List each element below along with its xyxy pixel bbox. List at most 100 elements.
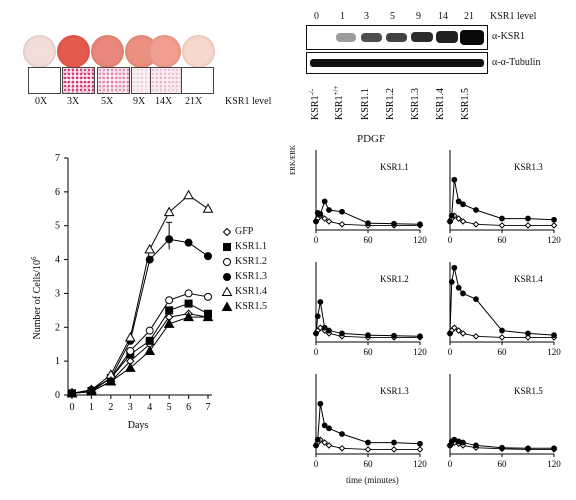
growth-point-KSR1.2 <box>184 289 193 298</box>
panel-point-ksr <box>525 330 531 337</box>
panel-point-ksr <box>473 207 479 213</box>
panel-label: KSR1.5 <box>514 386 543 396</box>
stain-0x <box>28 67 61 94</box>
level-label-0x: 0X <box>35 96 48 107</box>
panel-point-ksr <box>551 332 557 339</box>
dish-21x <box>182 35 215 68</box>
legend-marker-KSR1.2 <box>223 258 231 266</box>
growth-point-KSR1.2 <box>165 296 174 305</box>
ksr1-band-label: α-KSR1 <box>492 31 526 42</box>
panel-point-ksr <box>525 445 531 452</box>
lane-label-5: KSR1.5 <box>460 88 471 120</box>
panel-point-ksr <box>365 220 371 227</box>
panel-x-tick-label: 0 <box>314 347 319 357</box>
kinetics-ylabel: ERK/ERK <box>289 145 297 175</box>
kinetics-panel-3: 0 60 120 KSR1.4 <box>446 262 561 357</box>
panel-point-control <box>416 446 424 453</box>
panel-point-control <box>364 446 372 453</box>
panel-line-ksr <box>449 179 555 222</box>
growth-point-KSR1.1 <box>145 336 154 345</box>
level-axis-title: KSR1 level <box>225 96 272 107</box>
growth-point-KSR1.5 <box>183 311 194 322</box>
panel-point-control <box>321 215 328 222</box>
lane-label-3: KSR1.3 <box>410 88 421 120</box>
legend-ksr11: KSR1.1 <box>235 241 267 252</box>
panel-point-control <box>325 218 333 225</box>
level-label-21x: 21X <box>185 96 203 107</box>
panel-point-control <box>459 218 467 225</box>
panel-x-tick-label: 120 <box>547 235 561 245</box>
growth-point-KSR1.3 <box>204 252 212 261</box>
panel-point-control <box>524 334 532 341</box>
growth-x-tick-label: 2 <box>108 402 113 413</box>
kinetics-panel-2: 0 60 120 KSR1.2 <box>312 262 427 357</box>
panel-point-ksr <box>321 324 328 331</box>
legend-gfp: GFP <box>235 226 254 237</box>
panel-point-ksr <box>448 212 455 219</box>
kinetics-panel-1: 0 60 120 KSR1.3 <box>446 150 561 245</box>
panel-point-ksr <box>460 290 466 297</box>
panel-point-ksr <box>448 279 455 285</box>
panel-point-ksr <box>313 442 319 449</box>
growth-line-GFP <box>71 313 209 394</box>
panel-point-ksr <box>314 313 321 320</box>
panel-point-ksr <box>365 332 371 339</box>
ksr1-blot-panel <box>306 25 488 50</box>
panel-label: KSR1.2 <box>380 274 409 284</box>
panel-x-tick-label: 0 <box>448 235 453 245</box>
stain-14x <box>150 67 183 94</box>
growth-point-KSR1.2 <box>204 292 212 301</box>
lane-labels: KSR1-/- KSR1+/+ KSR1.1 KSR1.2 KSR1.3 KSR… <box>308 86 471 120</box>
dish-row <box>0 0 220 110</box>
legend-marker-KSR1.1 <box>223 243 231 251</box>
panel-point-ksr <box>473 296 479 303</box>
panel-point-ksr <box>451 176 458 183</box>
lane-label-ko: KSR1-/- <box>308 88 321 120</box>
growth-line-KSR1.2 <box>71 292 209 394</box>
dish-14x <box>148 35 181 68</box>
kinetics-panel-5: 0 60 120 KSR1.5 <box>446 374 561 469</box>
panel-point-ksr <box>447 330 453 337</box>
panel-point-ksr <box>391 332 397 339</box>
growth-y-tick-label: 7 <box>55 153 60 164</box>
growth-point-KSR1.5 <box>66 387 78 398</box>
growth-y-tick-label: 0 <box>55 390 60 401</box>
panel-point-ksr <box>551 216 557 223</box>
stain-5x <box>97 67 130 94</box>
panel-point-ksr <box>525 215 531 222</box>
panel-point-control <box>455 327 462 334</box>
growth-point-KSR1.2 <box>126 346 135 355</box>
growth-point-KSR1.3 <box>184 238 193 247</box>
legend-marker-KSR1.4 <box>221 286 233 296</box>
panel-point-ksr <box>460 439 466 446</box>
legend-ksr13: KSR1.3 <box>235 271 267 282</box>
panel-x-tick-label: 120 <box>547 459 561 469</box>
growth-x-tick-label: 5 <box>167 402 172 413</box>
panel-line-ksr <box>315 403 421 446</box>
legend-ksr12: KSR1.2 <box>235 256 267 267</box>
panel-point-ksr <box>447 218 453 225</box>
panel-point-control <box>338 444 346 452</box>
panel-point-ksr <box>499 444 505 451</box>
legend-ksr14: KSR1.4 <box>235 286 267 297</box>
blot-num-5: 5 <box>390 11 395 22</box>
panel-point-ksr <box>551 445 557 452</box>
panel-point-ksr <box>317 211 324 217</box>
panel-point-ksr <box>417 333 423 340</box>
panel-point-control <box>524 222 532 229</box>
panel-point-control <box>459 330 467 337</box>
growth-point-KSR1.1 <box>184 299 193 308</box>
lane-label-4: KSR1.4 <box>435 88 446 120</box>
panel-point-control <box>455 215 462 222</box>
level-label-14x: 14X <box>155 96 173 107</box>
panel-x-tick-label: 120 <box>413 459 427 469</box>
tubulin-band <box>310 59 484 67</box>
panel-point-control <box>338 220 346 228</box>
growth-point-KSR1.4 <box>163 206 175 217</box>
blot-num-3: 3 <box>364 11 369 22</box>
panel-point-ksr <box>339 208 345 215</box>
panel-point-ksr <box>326 207 332 213</box>
blot-num-14: 14 <box>438 11 448 22</box>
ksr1-band-lane0 <box>311 33 331 42</box>
panel-point-ksr <box>417 440 423 447</box>
